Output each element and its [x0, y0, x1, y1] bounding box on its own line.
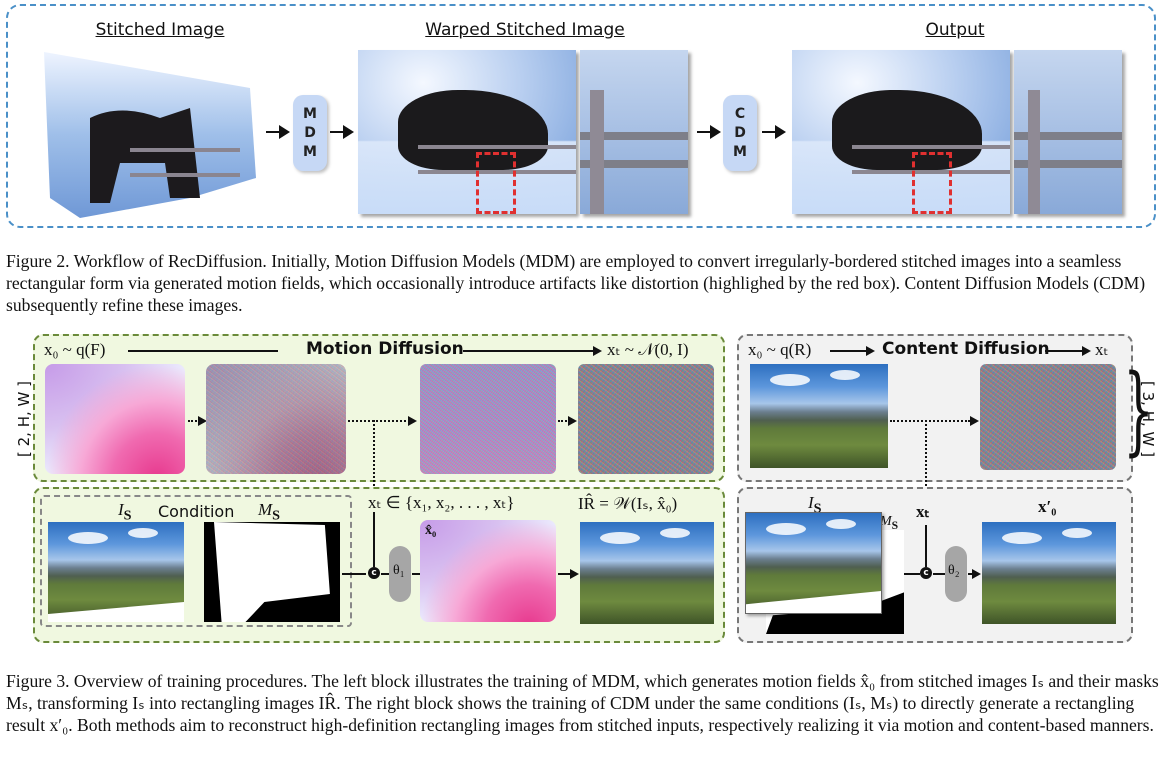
content-start-label: x₀ ~ q(R): [748, 340, 812, 359]
stitched-mask-ms: [204, 522, 340, 622]
right-output-image: [982, 522, 1116, 624]
motion-noise-xt: [578, 364, 714, 474]
warped-output-image: [580, 522, 714, 624]
right-brace: }: [1123, 354, 1154, 466]
cdm-letter-d: D: [734, 124, 746, 141]
xt-dotted-down: [373, 420, 375, 498]
x0-to-output-line: [558, 573, 572, 575]
cond-to-concat-line: [342, 573, 366, 575]
stitched-input-is: [48, 522, 184, 622]
predicted-motion-x0: [420, 520, 556, 622]
right-theta-to-output: [968, 573, 974, 575]
motion-arrow-left: [128, 350, 278, 352]
content-noise-xt: [980, 364, 1116, 470]
concat-icon-left: c: [368, 567, 380, 579]
warped-image: [358, 50, 576, 214]
xt-set-label: xₜ ∈ {x₁, x₂, . . . , xₜ}: [368, 493, 515, 512]
right-xt-to-concat: [925, 525, 927, 567]
theta1-network: [389, 546, 411, 602]
right-dims: [ 3, H, W ]: [1139, 381, 1157, 457]
arrow-to-mdm: [266, 125, 290, 139]
content-dotted-head: [970, 416, 979, 426]
content-xt-dotted-down: [925, 420, 927, 498]
motion-diffusion-title: Motion Diffusion: [306, 339, 464, 359]
content-arrow-left-head: [866, 346, 875, 356]
content-end-label: xₜ: [1095, 340, 1109, 359]
dotted-connector-1: [188, 420, 200, 422]
right-concat-to-theta: [933, 573, 945, 575]
dotted-connector-3: [558, 420, 570, 422]
right-stitched-is: [745, 512, 882, 614]
content-x0-image: [750, 364, 888, 468]
concat-to-theta-line: [381, 573, 389, 575]
theta1-label: θ₁: [393, 563, 405, 578]
mdm-pill: M D M: [293, 95, 327, 171]
x0-hat-label: x̂₀: [425, 523, 437, 538]
stitched-image: [44, 52, 256, 218]
concat-icon-right: c: [920, 567, 932, 579]
xt-to-concat-line: [373, 512, 375, 567]
dotted-arrow-head-3: [568, 416, 577, 426]
cdm-letter-m: M: [733, 143, 747, 160]
output-image: [792, 50, 1010, 214]
mdm-letter-m1: M: [303, 105, 317, 122]
figure2-caption: Figure 2. Workflow of RecDiffusion. Init…: [6, 251, 1146, 315]
panel-title-output: Output: [925, 20, 985, 40]
motion-field-noisy: [206, 364, 346, 474]
motion-end-label: xₜ ~ 𝒩(0, I): [607, 340, 689, 359]
condition-is: IS: [118, 500, 132, 524]
panel-title-warped: Warped Stitched Image: [425, 20, 625, 40]
dotted-connector-2: [348, 420, 410, 422]
output-zoom: [1014, 50, 1122, 214]
mdm-letter-m2: M: [303, 143, 317, 160]
content-arrow-left: [830, 350, 868, 352]
condition-ms: MS: [258, 500, 281, 524]
figure3-caption: Figure 3. Overview of training procedure…: [6, 671, 1159, 735]
dotted-arrow-head-1: [198, 416, 207, 426]
condition-box: [40, 495, 352, 627]
arrow-from-mdm: [330, 125, 354, 139]
dotted-arrow-head-2: [408, 416, 417, 426]
arrow-from-cdm: [762, 125, 786, 139]
content-arrow-right: [1045, 350, 1083, 352]
motion-start-label: x₀ ~ q(F): [44, 340, 106, 359]
right-is-label: IS: [808, 493, 822, 517]
condition-label: Condition: [158, 502, 235, 521]
panel-title-stitched: Stitched Image: [95, 20, 225, 40]
right-output-label: x′₀: [1038, 497, 1057, 516]
theta2-network: [945, 546, 967, 602]
content-arrow-right-head: [1082, 346, 1091, 356]
right-xt-label: xₜ: [916, 502, 930, 521]
figure2-frame: [6, 4, 1156, 228]
motion-noise-mid: [420, 364, 556, 474]
warp-output-label: IR̂ = 𝒲(Iₛ, x̂₀): [578, 494, 678, 513]
right-ms-label: MS: [880, 514, 899, 532]
arrow-to-cdm: [697, 125, 721, 139]
left-dims: [ 2, H, W ]: [15, 381, 33, 457]
theta2-label: θ₂: [948, 563, 960, 578]
x0-to-output-head: [570, 569, 579, 579]
content-diffusion-title: Content Diffusion: [882, 339, 1050, 359]
cdm-pill: C D M: [723, 95, 757, 171]
theta-to-x0-line: [412, 573, 420, 575]
right-output-head: [972, 569, 981, 579]
motion-arrow-head: [593, 346, 602, 356]
right-cond-to-concat: [904, 573, 920, 575]
motion-arrow-right: [463, 350, 593, 352]
mdm-letter-d: D: [304, 124, 316, 141]
cdm-letter-c: C: [734, 105, 746, 122]
warped-zoom: [580, 50, 688, 214]
motion-field-x0: [45, 364, 185, 474]
content-dotted-connector: [890, 420, 970, 422]
